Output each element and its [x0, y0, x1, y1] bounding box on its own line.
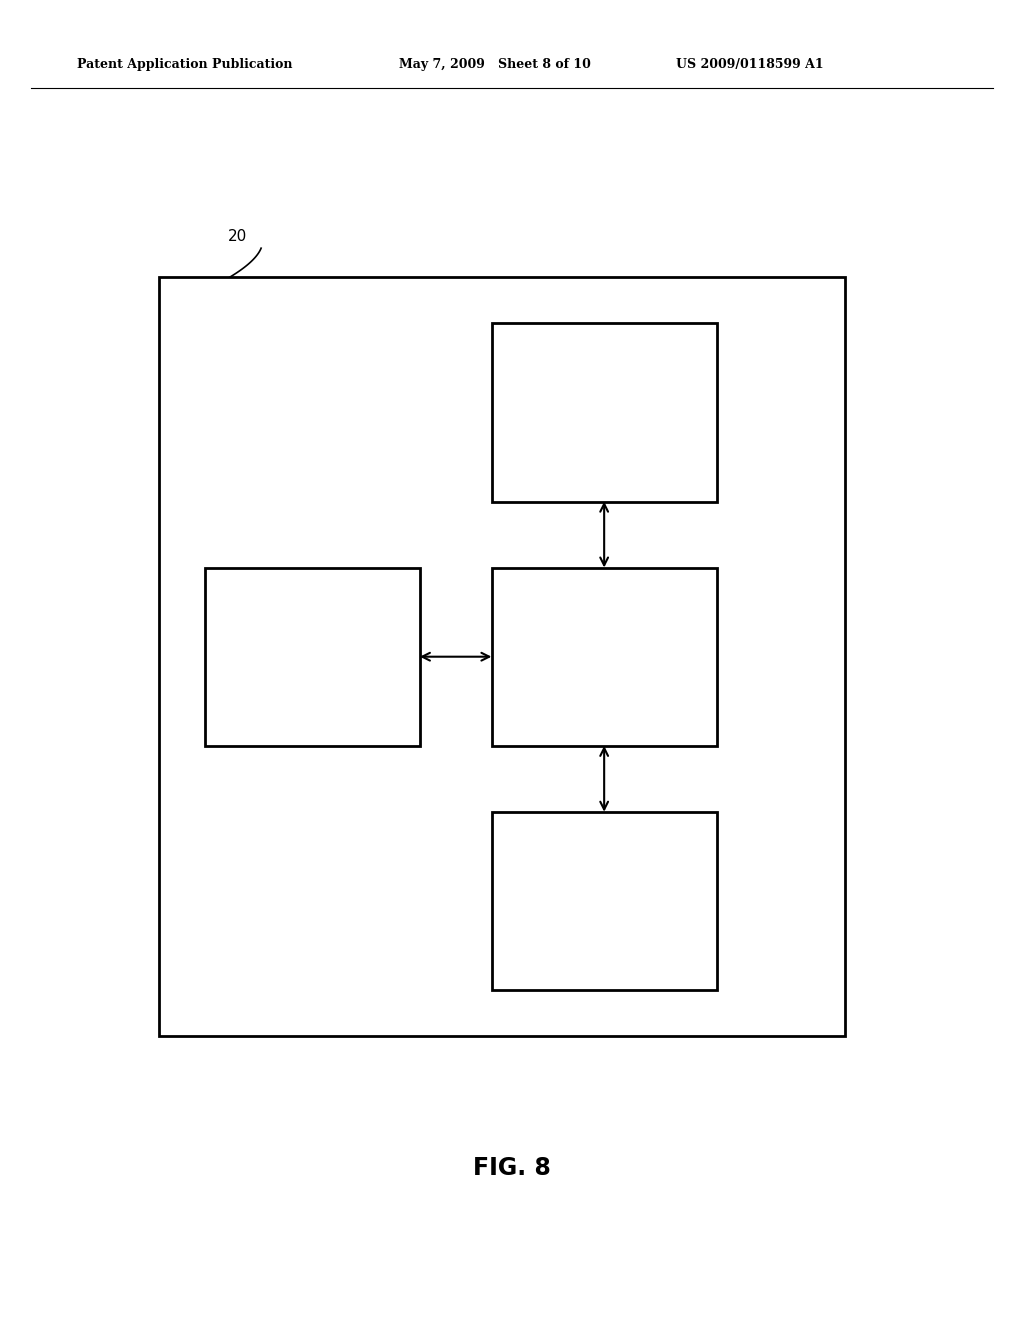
Bar [159, 277, 845, 1036]
Text: Patent Application Publication: Patent Application Publication [77, 58, 292, 71]
Text: 120: 120 [588, 673, 621, 688]
Text: INTERFACE: INTERFACE [558, 395, 650, 409]
Text: PROCESSOR: PROCESSOR [552, 626, 656, 640]
Text: TELEMETRY: TELEMETRY [263, 626, 361, 640]
Bar [492, 323, 717, 502]
Text: MEMORY: MEMORY [566, 870, 642, 884]
Text: FIG. 8: FIG. 8 [473, 1156, 551, 1180]
Text: US 2009/0118599 A1: US 2009/0118599 A1 [676, 58, 823, 71]
Bar [492, 812, 717, 990]
Text: 124: 124 [296, 673, 329, 688]
Text: May 7, 2009   Sheet 8 of 10: May 7, 2009 Sheet 8 of 10 [399, 58, 591, 71]
Bar [492, 568, 717, 746]
Text: 20: 20 [228, 230, 247, 244]
Bar [205, 568, 420, 746]
Text: 122: 122 [588, 438, 621, 453]
Text: USER: USER [582, 351, 627, 366]
Text: 126: 126 [588, 917, 621, 932]
